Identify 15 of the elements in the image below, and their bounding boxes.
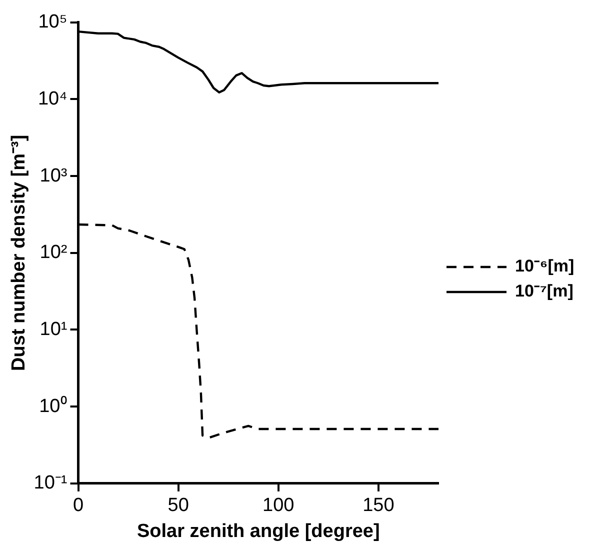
y-axis-title: Dust number density [m⁻³] bbox=[8, 134, 30, 371]
x-tick-label: 0 bbox=[72, 495, 84, 516]
x-tick-label: 50 bbox=[168, 495, 189, 516]
y-tick-label: 10³ bbox=[40, 165, 68, 186]
y-tick-label: 10² bbox=[40, 242, 68, 264]
x-tick-label: 100 bbox=[262, 495, 294, 516]
y-tick-label: 10⁻¹ bbox=[34, 472, 68, 494]
y-tick-label: 10⁵ bbox=[38, 12, 68, 33]
legend-label: 10⁻⁶[m] bbox=[515, 256, 574, 276]
x-axis-title: Solar zenith angle [degree] bbox=[136, 520, 380, 542]
x-tick-label: 150 bbox=[362, 495, 394, 516]
y-tick-label: 10⁰ bbox=[39, 394, 68, 417]
legend-label: 10⁻⁷[m] bbox=[515, 282, 574, 301]
y-tick-label: 10⁴ bbox=[38, 88, 68, 110]
y-tick-label: 10¹ bbox=[40, 318, 68, 340]
